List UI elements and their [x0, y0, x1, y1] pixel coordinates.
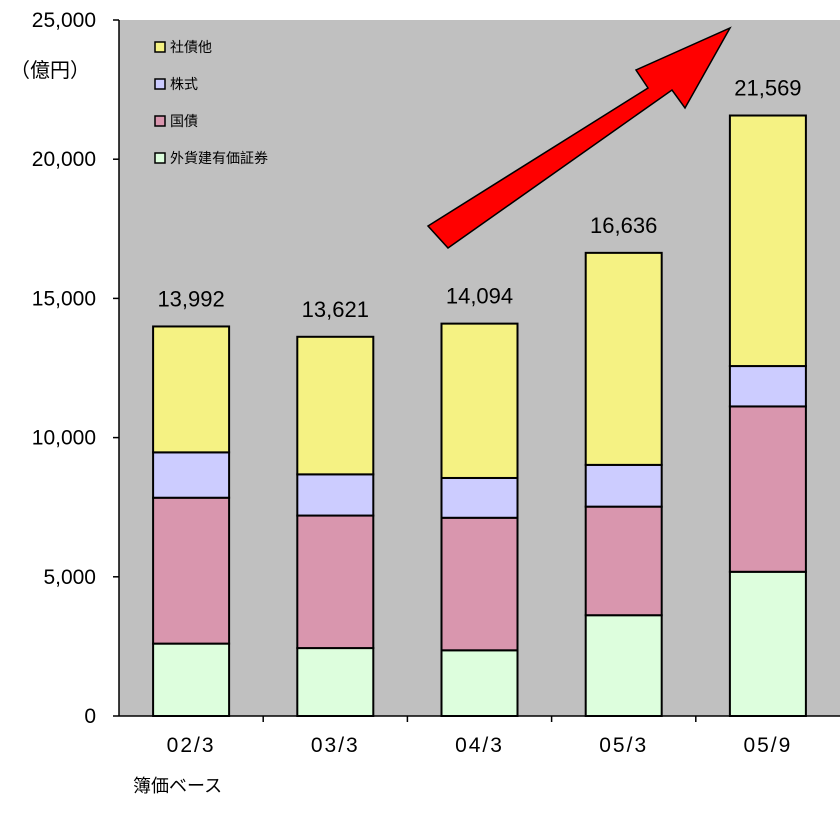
bar-segment-03-3-s1 [296, 514, 375, 650]
total-label-02-3: 13,992 [157, 286, 224, 311]
bar-segment-04-3-s0 [440, 649, 519, 718]
total-label-03-3: 13,621 [302, 297, 369, 322]
bar-segment-05-9-s2 [728, 365, 807, 408]
footer-note: 簿価ベース [133, 776, 222, 797]
trend-arrow-shape [426, 26, 732, 249]
x-tick-label: 05/9 [743, 734, 792, 757]
labels-layer: 13,992 02/3 13,621 03/3 14,094 04/3 16,636 05/3… [157, 76, 801, 757]
y-tick-label: 25,000 [32, 9, 96, 32]
bar-segment-02-3-s0 [152, 642, 231, 718]
legend-swatch [154, 115, 166, 127]
total-label-05-9: 21,569 [734, 76, 801, 101]
legend-swatch [154, 41, 166, 53]
y-unit-label: （億円） [10, 58, 90, 82]
bar-segment-05-9-s0 [728, 570, 807, 718]
bar-segment-05-3-s1 [584, 505, 663, 617]
bar-segment-02-3-s1 [152, 496, 231, 645]
bar-segment-04-3-s3 [440, 322, 519, 479]
bar-segment-05-3-s3 [584, 251, 663, 466]
bar-segment-03-3-s0 [296, 647, 375, 717]
bar-segment-04-3-s1 [440, 516, 519, 652]
axes-layer: 0 5,000 10,000 15,000 20,000 25,000 [32, 9, 840, 728]
bar-segment-05-3-s2 [584, 463, 663, 508]
trend-arrow [426, 26, 732, 249]
x-tick-label: 03/3 [311, 734, 360, 757]
legend-entry: 外貨建有価証券 [170, 150, 268, 167]
bar-segment-05-9-s3 [728, 114, 807, 368]
total-label-05-3: 16,636 [590, 213, 657, 238]
bar-segment-02-3-s3 [152, 325, 231, 454]
x-tick-label: 04/3 [455, 734, 504, 757]
y-tick-label: 10,000 [32, 427, 96, 450]
bar-segment-05-9-s1 [728, 405, 807, 573]
x-tick-label: 02/3 [167, 734, 216, 757]
y-tick-label: 20,000 [32, 148, 96, 171]
legend-entry: 社債他 [170, 40, 212, 56]
legend-swatch [154, 78, 166, 90]
y-tick-label: 5,000 [43, 566, 96, 589]
bar-segment-02-3-s2 [152, 451, 231, 499]
y-tick-label: 15,000 [32, 287, 96, 310]
bar-segment-03-3-s3 [296, 335, 375, 476]
y-tick-label: 0 [84, 705, 96, 728]
legend-entry: 株式 [170, 77, 198, 93]
legend-swatch [154, 152, 166, 164]
x-tick-label: 05/3 [599, 734, 648, 757]
total-label-04-3: 14,094 [446, 284, 513, 309]
legend-entry: 国債 [170, 114, 198, 130]
bar-segment-03-3-s2 [296, 473, 375, 517]
bar-segment-05-3-s0 [584, 614, 663, 717]
bar-segment-04-3-s2 [440, 476, 519, 519]
bars-layer [152, 114, 807, 718]
